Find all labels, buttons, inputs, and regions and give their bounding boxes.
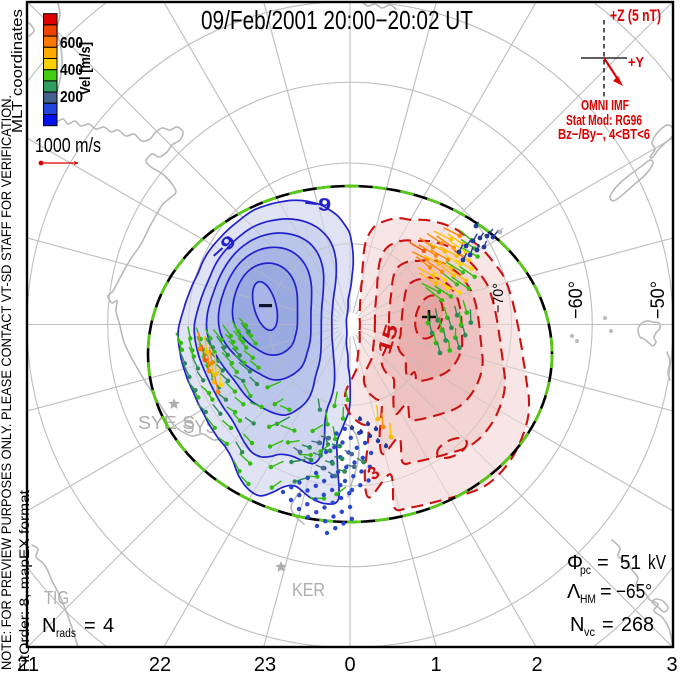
svg-text:−70°: −70°: [490, 283, 507, 313]
svg-text:MLT coordinates: MLT coordinates: [9, 9, 26, 133]
svg-text:N: N: [570, 614, 584, 636]
svg-text:09/Feb/2001 20:00−20:02 UT: 09/Feb/2001 20:00−20:02 UT: [201, 5, 473, 35]
svg-text:Vel [m/s]: Vel [m/s]: [77, 42, 94, 95]
svg-text:+Y: +Y: [628, 54, 644, 71]
svg-text:kV: kV: [648, 552, 667, 574]
svg-text:3: 3: [666, 654, 677, 674]
svg-text:pc: pc: [580, 565, 591, 577]
svg-text:NOTE: FOR PREVIEW PURPOSES ONL: NOTE: FOR PREVIEW PURPOSES ONLY. PLEASE …: [0, 95, 14, 670]
svg-text:22: 22: [149, 654, 171, 674]
svg-text:2: 2: [531, 654, 542, 674]
svg-text:=: =: [600, 581, 612, 603]
svg-text:1: 1: [430, 654, 441, 674]
svg-text:=: =: [602, 614, 614, 636]
svg-text:4: 4: [103, 615, 114, 637]
svg-text:1000 m/s: 1000 m/s: [35, 135, 101, 157]
svg-text:−65°: −65°: [616, 581, 652, 603]
svg-text:TIG: TIG: [44, 588, 69, 608]
svg-text:HM: HM: [580, 594, 596, 606]
svg-text:Bz−/By−, 4<BT<6: Bz−/By−, 4<BT<6: [558, 126, 650, 143]
svg-text:KER: KER: [292, 580, 325, 600]
svg-text:N: N: [42, 615, 56, 637]
svg-text:−9: −9: [303, 193, 332, 216]
svg-text:+Z (5 nT): +Z (5 nT): [610, 6, 661, 25]
svg-text:−60°: −60°: [566, 281, 587, 319]
svg-text:268: 268: [621, 614, 654, 636]
svg-text:0: 0: [344, 654, 355, 674]
svg-text:rads: rads: [56, 628, 76, 640]
svg-text:−50°: −50°: [648, 281, 669, 319]
svg-text:FitOrder: 8, mapEX format: FitOrder: 8, mapEX format: [17, 490, 32, 672]
svg-text:Λ: Λ: [567, 581, 581, 603]
svg-text:vc: vc: [584, 627, 595, 639]
svg-text:51: 51: [620, 552, 641, 574]
svg-text:23: 23: [254, 654, 276, 674]
svg-text:=: =: [84, 615, 96, 637]
svg-text:=: =: [597, 552, 609, 574]
